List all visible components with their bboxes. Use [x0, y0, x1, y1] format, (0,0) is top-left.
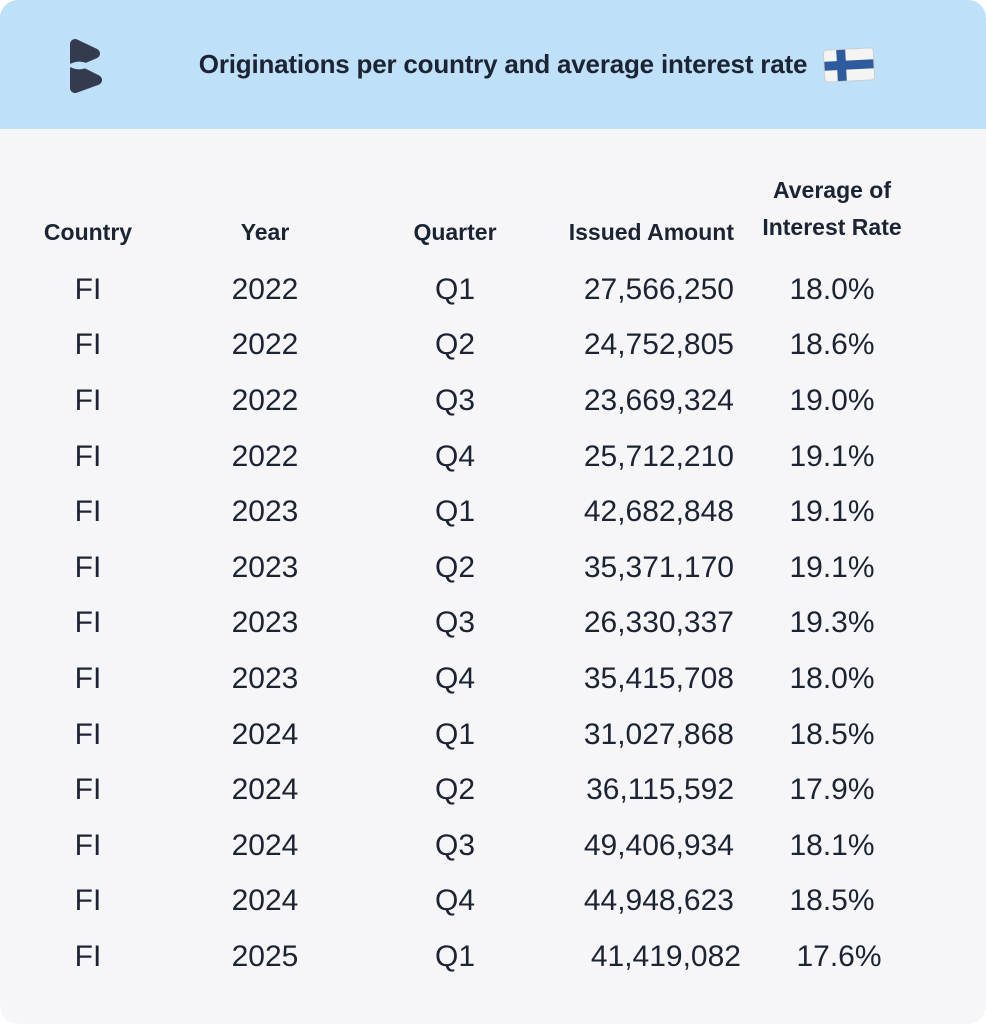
- table-row: FI 2024 Q3 49,406,934 18.1%: [0, 818, 986, 874]
- col-header-issued-amount: Issued Amount: [568, 219, 734, 245]
- cell-quarter: Q1: [434, 272, 476, 306]
- cell-interest-rate: 19.1%: [789, 495, 875, 529]
- cell-quarter: Q3: [434, 383, 476, 417]
- table-row: FI 2022 Q3 23,669,324 19.0%: [0, 373, 986, 429]
- cell-issued-amount: 26,330,337: [583, 606, 734, 640]
- cell-country: FI: [74, 661, 102, 695]
- cell-interest-rate: 19.1%: [789, 439, 875, 473]
- finland-flag-icon: [823, 46, 876, 84]
- cell-issued-amount: 23,669,324: [583, 383, 734, 417]
- cell-quarter: Q1: [434, 939, 476, 973]
- cell-year: 2025: [231, 939, 299, 973]
- cell-issued-amount: 49,406,934: [583, 828, 734, 862]
- cell-country: FI: [74, 550, 102, 584]
- cell-country: FI: [74, 606, 102, 640]
- cell-issued-amount: 27,566,250: [583, 272, 734, 306]
- cell-interest-rate: 17.6%: [796, 939, 882, 973]
- cell-year: 2023: [231, 606, 299, 640]
- cell-quarter: Q4: [434, 661, 476, 695]
- cell-quarter: Q1: [434, 495, 476, 529]
- cell-country: FI: [74, 828, 102, 862]
- cell-year: 2022: [231, 328, 299, 362]
- cell-year: 2022: [231, 383, 299, 417]
- cell-quarter: Q2: [434, 328, 476, 362]
- table-row: FI 2022 Q2 24,752,805 18.6%: [0, 318, 986, 374]
- cell-quarter: Q4: [434, 439, 476, 473]
- cell-country: FI: [74, 495, 102, 529]
- cell-quarter: Q3: [434, 828, 476, 862]
- cell-interest-rate: 18.5%: [789, 717, 875, 751]
- table-header-row: Country Year Quarter Issued Amount Avera…: [0, 129, 986, 262]
- cell-issued-amount: 36,115,592: [586, 773, 734, 807]
- cell-year: 2024: [231, 884, 299, 918]
- header-band: Originations per country and average int…: [0, 0, 986, 129]
- cell-year: 2022: [231, 439, 299, 473]
- table-row: FI 2023 Q4 35,415,708 18.0%: [0, 651, 986, 707]
- cell-interest-rate: 18.0%: [789, 272, 875, 306]
- cell-interest-rate: 17.9%: [789, 773, 875, 807]
- cell-interest-rate: 19.1%: [789, 550, 875, 584]
- cell-country: FI: [74, 383, 102, 417]
- cell-quarter: Q4: [434, 884, 476, 918]
- cell-issued-amount: 24,752,805: [583, 328, 734, 362]
- col-header-interest-rate: Average of Interest Rate: [734, 172, 930, 246]
- cell-country: FI: [74, 939, 102, 973]
- table-body: FI 2022 Q1 27,566,250 18.0% FI 2022 Q2 2…: [0, 262, 986, 985]
- table-row: FI 2023 Q2 35,371,170 19.1%: [0, 540, 986, 596]
- cell-quarter: Q2: [434, 550, 476, 584]
- cell-year: 2023: [231, 550, 299, 584]
- table-row: FI 2024 Q4 44,948,623 18.5%: [0, 874, 986, 930]
- cell-country: FI: [74, 717, 102, 751]
- cell-interest-rate: 19.0%: [789, 383, 875, 417]
- table-row: FI 2024 Q2 36,115,592 17.9%: [0, 762, 986, 818]
- table-row: FI 2023 Q1 42,682,848 19.1%: [0, 484, 986, 540]
- bondora-b-logo-icon: [66, 37, 106, 93]
- cell-interest-rate: 18.5%: [789, 884, 875, 918]
- cell-quarter: Q3: [434, 606, 476, 640]
- cell-issued-amount: 31,027,868: [583, 717, 734, 751]
- col-header-country: Country: [43, 219, 133, 245]
- table-row: FI 2023 Q3 26,330,337 19.3%: [0, 596, 986, 652]
- cell-year: 2024: [231, 773, 299, 807]
- cell-country: FI: [74, 328, 102, 362]
- cell-year: 2023: [231, 661, 299, 695]
- cell-country: FI: [74, 773, 102, 807]
- cell-issued-amount: 44,948,623: [583, 884, 734, 918]
- table-row: FI 2022 Q4 25,712,210 19.1%: [0, 429, 986, 485]
- cell-country: FI: [74, 439, 102, 473]
- cell-year: 2023: [231, 495, 299, 529]
- cell-country: FI: [74, 272, 102, 306]
- cell-issued-amount: 41,419,082: [590, 939, 741, 973]
- page-title: Originations per country and average int…: [198, 49, 808, 79]
- table-row: FI 2022 Q1 27,566,250 18.0%: [0, 262, 986, 318]
- col-header-interest-rate-line2: Interest Rate: [762, 214, 902, 240]
- table-row: FI 2025 Q1 41,419,082 17.6%: [0, 929, 986, 985]
- cell-issued-amount: 25,712,210: [583, 439, 734, 473]
- cell-interest-rate: 19.3%: [789, 606, 875, 640]
- cell-issued-amount: 35,415,708: [583, 661, 734, 695]
- col-header-quarter: Quarter: [413, 219, 497, 245]
- cell-interest-rate: 18.1%: [789, 828, 875, 862]
- col-header-interest-rate-line1: Average of: [772, 177, 892, 203]
- col-header-year: Year: [240, 219, 290, 245]
- cell-issued-amount: 35,371,170: [583, 550, 734, 584]
- header-title-group: Originations per country and average int…: [0, 0, 986, 129]
- cell-quarter: Q2: [434, 773, 476, 807]
- cell-year: 2022: [231, 272, 299, 306]
- cell-interest-rate: 18.0%: [789, 661, 875, 695]
- table-row: FI 2024 Q1 31,027,868 18.5%: [0, 707, 986, 763]
- cell-year: 2024: [231, 717, 299, 751]
- cell-quarter: Q1: [434, 717, 476, 751]
- cell-issued-amount: 42,682,848: [583, 495, 734, 529]
- cell-year: 2024: [231, 828, 299, 862]
- cell-interest-rate: 18.6%: [789, 328, 875, 362]
- cell-country: FI: [74, 884, 102, 918]
